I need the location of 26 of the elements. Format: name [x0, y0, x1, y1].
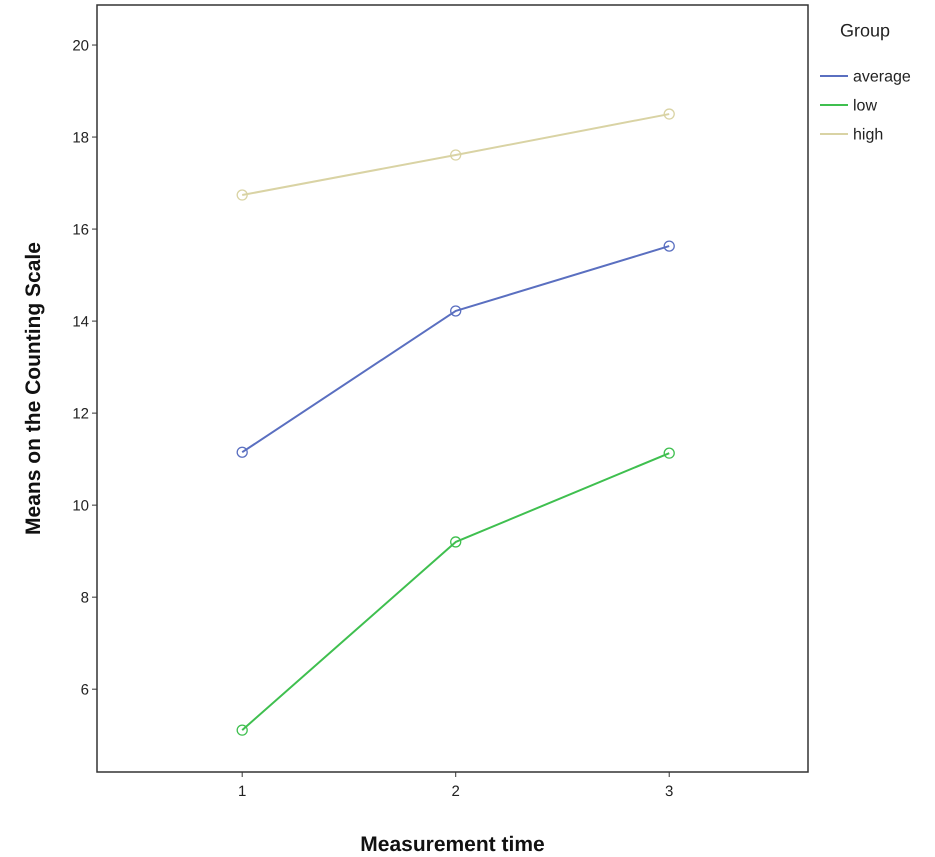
legend-label: high — [853, 126, 884, 144]
y-tick-label: 18 — [72, 129, 89, 146]
y-tick-label: 16 — [72, 221, 89, 238]
point — [236, 724, 248, 736]
x-tick-label: 2 — [452, 783, 460, 800]
legend-label: low — [853, 98, 878, 115]
y-tick-label: 8 — [80, 589, 89, 606]
x-axis-title: Measurement time — [360, 833, 545, 856]
y-tick-label: 20 — [72, 37, 89, 54]
point — [450, 149, 462, 161]
y-axis-title: Means on the Counting Scale — [22, 242, 45, 535]
legend-title: Group — [840, 20, 890, 40]
point — [664, 108, 675, 120]
point — [236, 189, 248, 201]
x-tick-label: 1 — [238, 783, 246, 800]
point — [664, 240, 675, 252]
y-tick-label: 6 — [80, 681, 89, 698]
x-tick-label: 3 — [665, 783, 674, 800]
y-tick-label: 14 — [72, 313, 89, 330]
y-tick-label: 10 — [72, 497, 89, 514]
point — [236, 446, 248, 458]
y-tick-label: 12 — [72, 405, 89, 422]
point — [450, 536, 462, 548]
legend-label: average — [853, 68, 911, 86]
point — [664, 447, 675, 459]
point — [450, 305, 462, 317]
